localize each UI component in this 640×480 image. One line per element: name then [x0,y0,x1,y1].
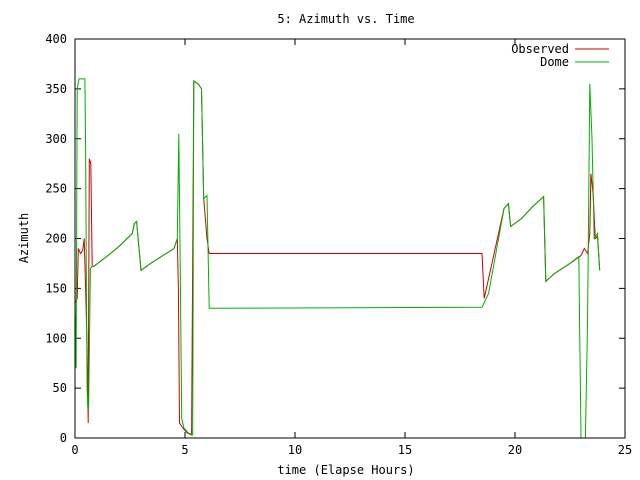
y-tick-label: 100 [45,331,67,345]
y-tick-label: 350 [45,82,67,96]
y-tick-label: 400 [45,32,67,46]
x-axis-label: time (Elapse Hours) [277,463,414,477]
chart-title: 5: Azimuth vs. Time [277,12,414,26]
y-tick-label: 200 [45,232,67,246]
y-tick-label: 250 [45,182,67,196]
y-tick-label: 300 [45,132,67,146]
series-line-dome [74,78,601,439]
y-axis-label: Azimuth [17,213,31,264]
legend-label: Observed [511,42,569,56]
series-lines [74,78,601,439]
plot-frame [74,38,626,439]
y-tick-label: 50 [53,381,67,395]
x-tick-label: 10 [288,443,302,457]
x-tick-label: 0 [71,443,78,457]
x-tick-label: 5 [181,443,188,457]
y-tick-label: 150 [45,281,67,295]
y-tick-label: 0 [60,431,67,445]
legend-label: Dome [540,55,569,69]
x-tick-label: 20 [508,443,522,457]
x-tick-label: 25 [618,443,632,457]
x-tick-label: 15 [398,443,412,457]
